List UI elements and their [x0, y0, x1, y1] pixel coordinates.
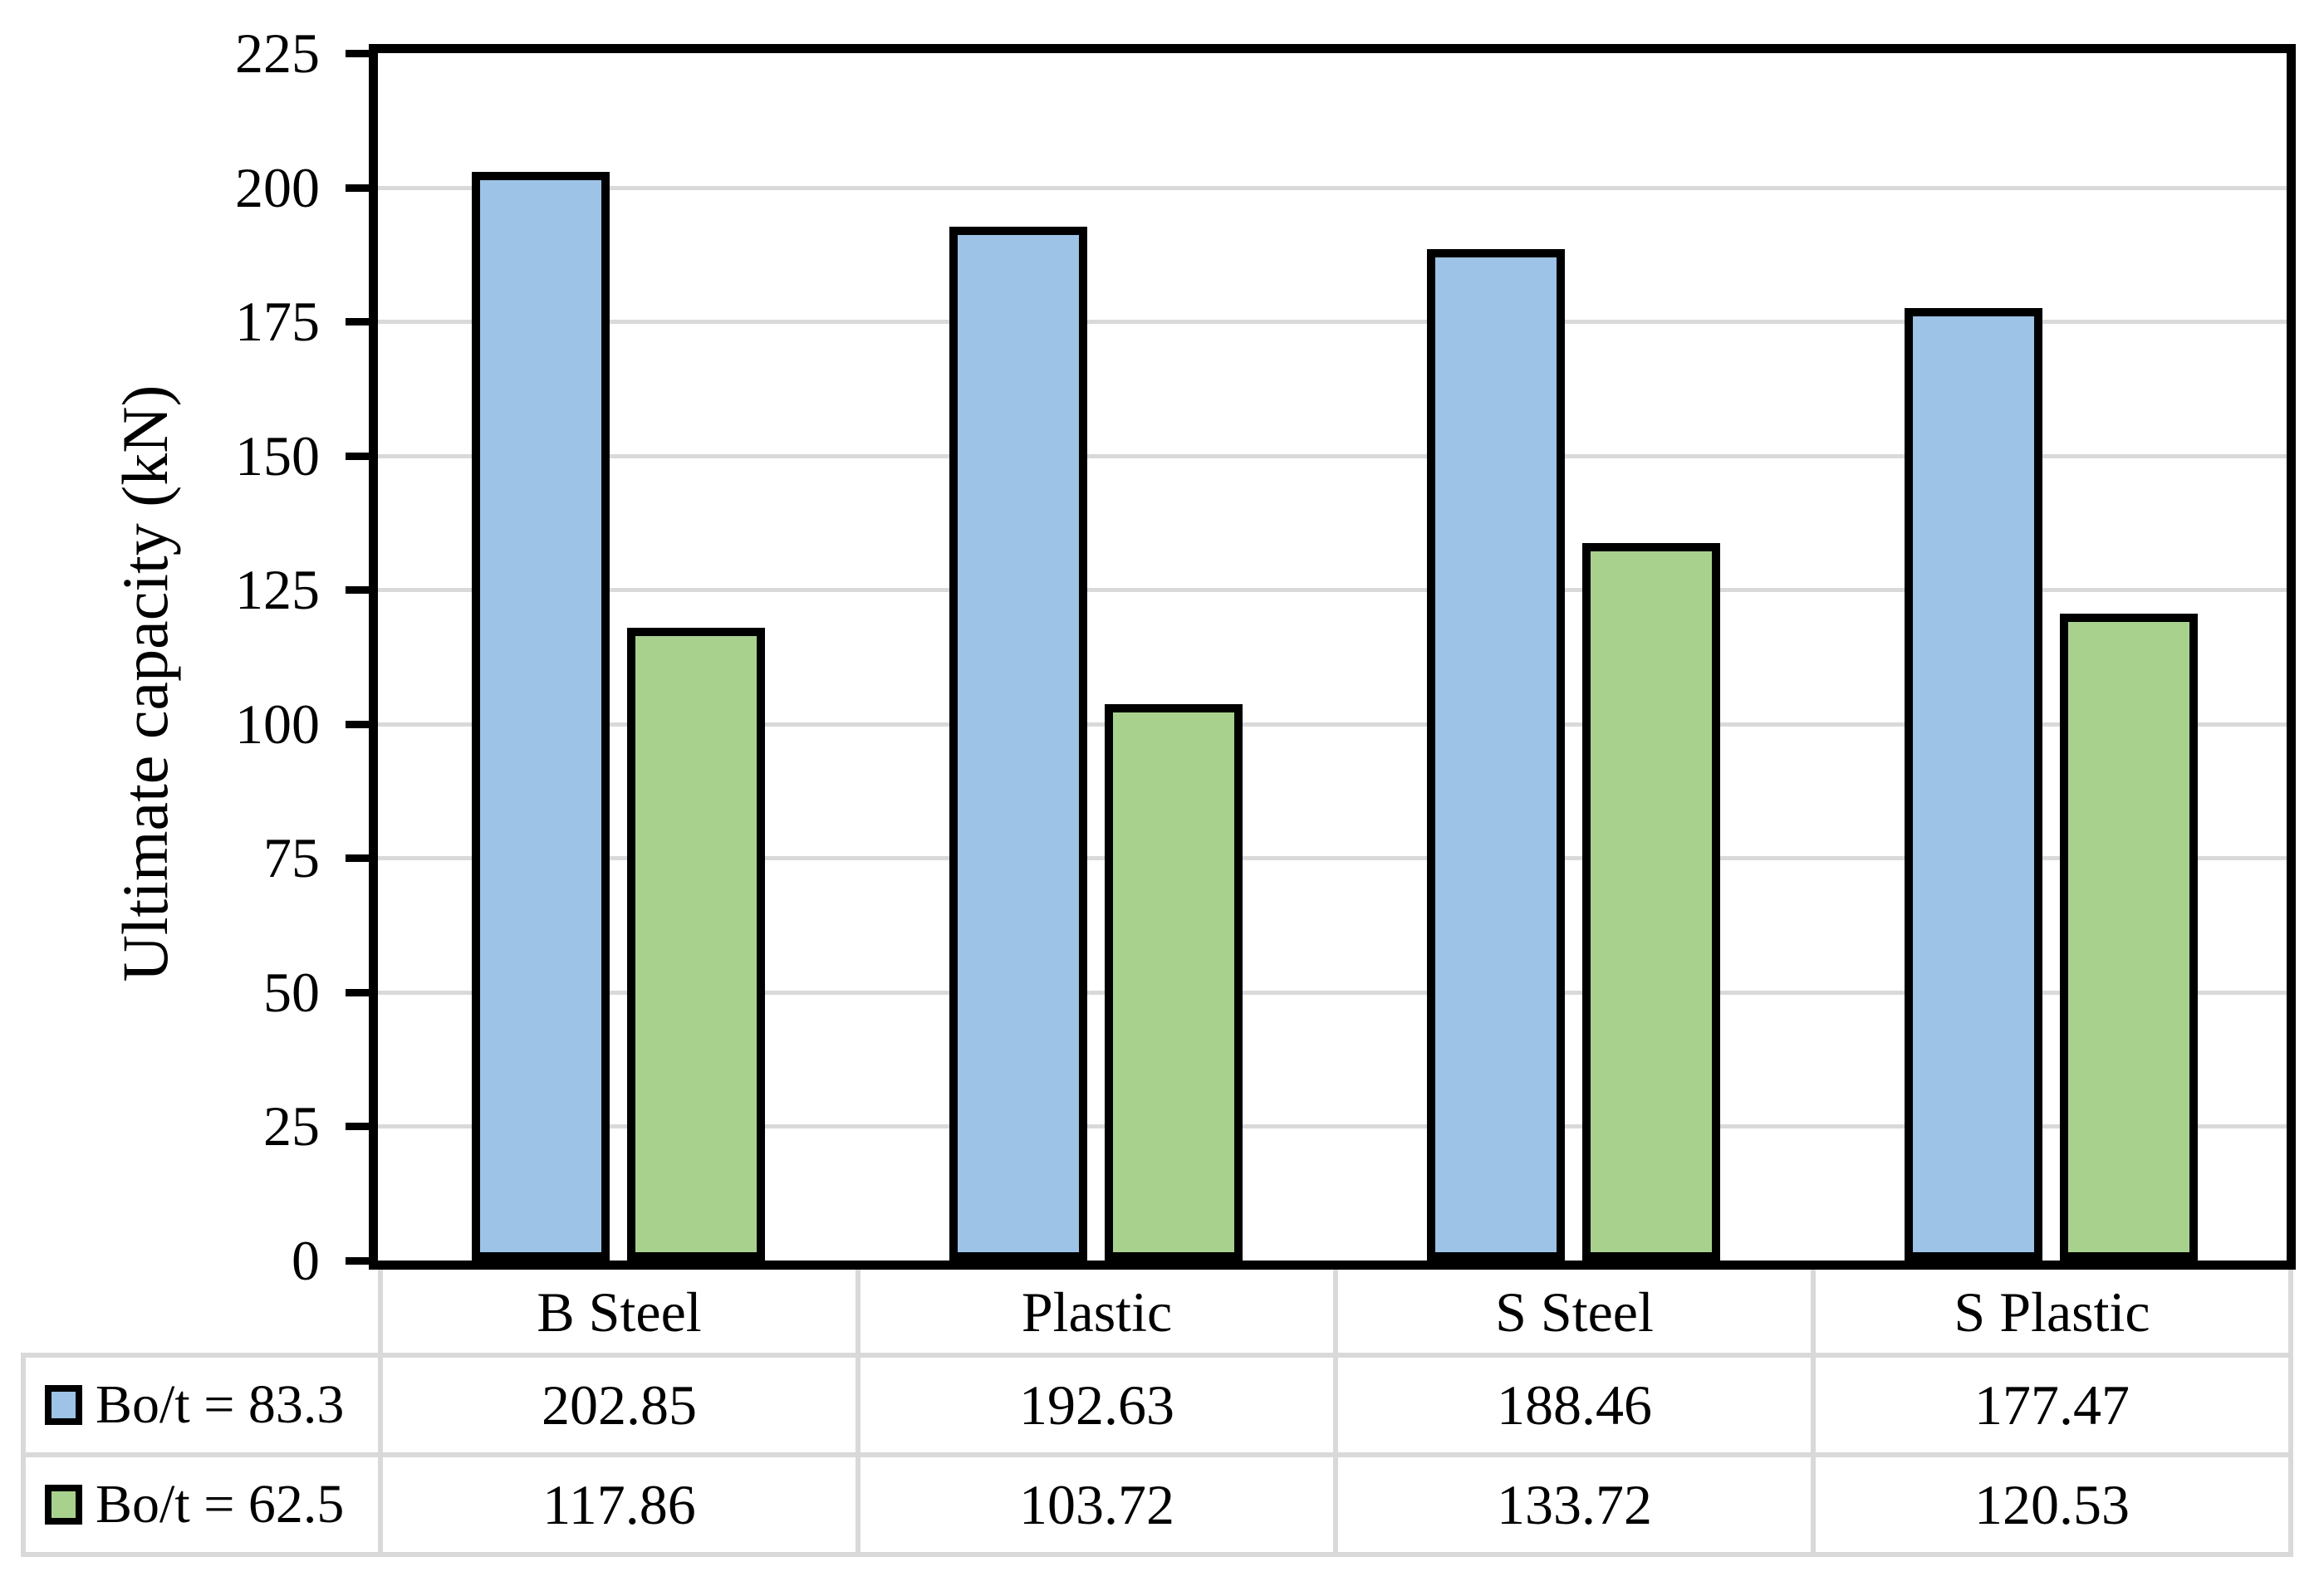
y-axis-tick-25: [346, 1123, 375, 1130]
gridline-100: [378, 722, 2287, 727]
bar-bo-t-62-5-plastic: [1105, 704, 1243, 1261]
gridline-25: [378, 1124, 2287, 1128]
y-axis-tick-label-0: 0: [292, 1229, 320, 1292]
table-row-border: [21, 1552, 2293, 1557]
y-axis-tick-label-125: 125: [235, 558, 320, 621]
legend-cell-bo-t-62-5: Bo/t = 62.5: [23, 1455, 380, 1554]
y-axis-tick-label-150: 150: [235, 424, 320, 487]
gridline-50: [378, 991, 2287, 995]
value-cell-bo-t-62-5-plastic: 103.72: [1019, 1472, 1174, 1536]
legend-label: Bo/t = 83.3: [96, 1374, 345, 1435]
y-axis-tick-label-225: 225: [235, 22, 320, 85]
bar-bo-t-62-5-b-steel: [627, 628, 765, 1261]
gridline-175: [378, 320, 2287, 324]
bar-bo-t-62-5-s-steel: [1582, 543, 1720, 1261]
value-cell-bo-t-62-5-s-plastic: 120.53: [1974, 1472, 2130, 1536]
y-axis-tick-150: [346, 453, 375, 460]
table-column-border: [856, 1270, 860, 1557]
y-axis-tick-label-200: 200: [235, 156, 320, 219]
y-axis-tick-125: [346, 586, 375, 594]
gridline-200: [378, 186, 2287, 190]
y-axis-tick-75: [346, 854, 375, 862]
y-axis-tick-label-100: 100: [235, 693, 320, 756]
category-header-cell-plastic: Plastic: [1021, 1280, 1173, 1344]
gridline-75: [378, 856, 2287, 860]
y-axis-tick-label-175: 175: [235, 290, 320, 353]
y-axis-tick-225: [346, 50, 375, 57]
y-axis-tick-label-25: 25: [263, 1094, 320, 1158]
table-column-border: [1811, 1270, 1816, 1557]
y-axis-tick-label-75: 75: [263, 826, 320, 889]
y-axis-tick-label-50: 50: [263, 961, 320, 1024]
gridline-125: [378, 588, 2287, 592]
table-column-border: [2288, 1270, 2293, 1557]
bar-bo-t-83-3-s-steel: [1427, 249, 1565, 1261]
legend-swatch-bo-t-62-5: [45, 1485, 82, 1525]
bar-bo-t-62-5-s-plastic: [2060, 614, 2198, 1261]
table-column-border: [378, 1270, 383, 1557]
value-cell-bo-t-83-3-b-steel: 202.85: [542, 1373, 697, 1437]
value-cell-bo-t-62-5-s-steel: 133.72: [1497, 1472, 1652, 1536]
bar-bo-t-83-3-plastic: [949, 227, 1087, 1261]
y-axis-tick-100: [346, 721, 375, 728]
category-header-cell-s-plastic: S Plastic: [1954, 1280, 2150, 1344]
bar-bo-t-83-3-b-steel: [472, 172, 610, 1261]
category-header-cell-b-steel: B Steel: [537, 1280, 702, 1344]
y-axis-tick-50: [346, 989, 375, 996]
table-row-border: [21, 1452, 2293, 1457]
y-axis-tick-175: [346, 318, 375, 326]
y-axis-tick-0: [346, 1257, 375, 1265]
gridline-150: [378, 454, 2287, 458]
value-cell-bo-t-83-3-s-steel: 188.46: [1497, 1373, 1652, 1437]
y-axis-tick-200: [346, 184, 375, 192]
value-cell-bo-t-83-3-s-plastic: 177.47: [1974, 1373, 2130, 1437]
category-header-cell-s-steel: S Steel: [1495, 1280, 1654, 1344]
legend-swatch-bo-t-83-3: [45, 1385, 82, 1425]
table-row-border: [21, 1353, 2293, 1358]
bar-bo-t-83-3-s-plastic: [1905, 308, 2042, 1261]
legend-label: Bo/t = 62.5: [96, 1474, 345, 1535]
value-cell-bo-t-62-5-b-steel: 117.86: [542, 1472, 696, 1536]
value-cell-bo-t-83-3-plastic: 192.63: [1019, 1373, 1174, 1437]
plot-area-border: [369, 44, 2296, 1270]
table-left-border: [21, 1353, 26, 1557]
table-column-border: [1333, 1270, 1338, 1557]
legend-cell-bo-t-83-3: Bo/t = 83.3: [23, 1355, 380, 1455]
